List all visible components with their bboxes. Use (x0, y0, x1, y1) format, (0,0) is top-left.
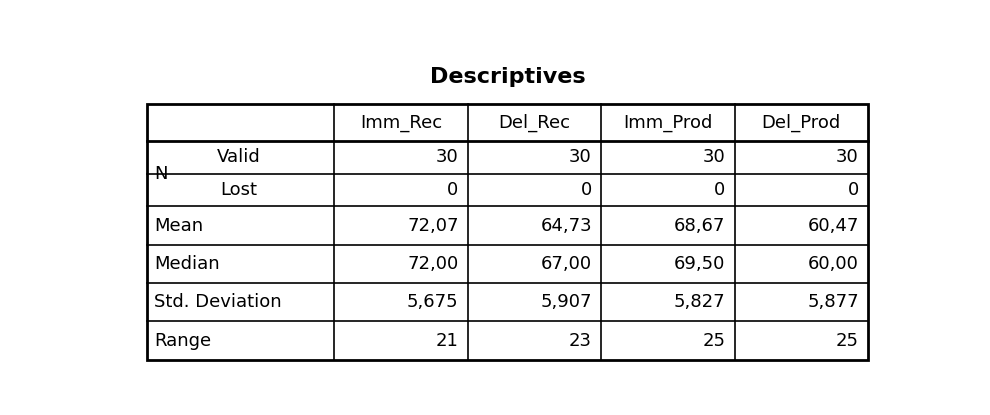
Text: Std. Deviation: Std. Deviation (154, 293, 282, 311)
Text: Lost: Lost (221, 181, 257, 199)
Text: 60,47: 60,47 (808, 217, 858, 234)
Text: 69,50: 69,50 (674, 255, 726, 273)
Text: 60,00: 60,00 (808, 255, 858, 273)
Text: 25: 25 (702, 332, 726, 349)
Text: 67,00: 67,00 (541, 255, 592, 273)
Text: Range: Range (154, 332, 212, 349)
Text: Imm_Rec: Imm_Rec (360, 114, 443, 132)
Text: 21: 21 (436, 332, 458, 349)
Text: 5,675: 5,675 (407, 293, 458, 311)
Text: 23: 23 (569, 332, 592, 349)
Text: 30: 30 (569, 149, 592, 166)
Text: 5,827: 5,827 (674, 293, 726, 311)
Text: 72,07: 72,07 (407, 217, 458, 234)
Text: Valid: Valid (217, 149, 260, 166)
Text: Mean: Mean (154, 217, 204, 234)
Text: Descriptives: Descriptives (430, 67, 585, 87)
Text: 64,73: 64,73 (541, 217, 592, 234)
Text: 68,67: 68,67 (674, 217, 726, 234)
Text: 30: 30 (836, 149, 858, 166)
Text: 25: 25 (836, 332, 858, 349)
Text: 5,877: 5,877 (807, 293, 858, 311)
Text: Median: Median (154, 255, 220, 273)
Text: 72,00: 72,00 (407, 255, 458, 273)
Text: N: N (154, 165, 168, 183)
Text: Del_Rec: Del_Rec (498, 113, 570, 132)
Text: Del_Prod: Del_Prod (761, 113, 841, 132)
Text: 0: 0 (847, 181, 858, 199)
Text: 5,907: 5,907 (541, 293, 592, 311)
Text: Imm_Prod: Imm_Prod (623, 113, 713, 132)
Text: 0: 0 (581, 181, 592, 199)
Text: 30: 30 (436, 149, 458, 166)
Text: 0: 0 (714, 181, 726, 199)
Text: 0: 0 (447, 181, 458, 199)
Text: 30: 30 (703, 149, 726, 166)
